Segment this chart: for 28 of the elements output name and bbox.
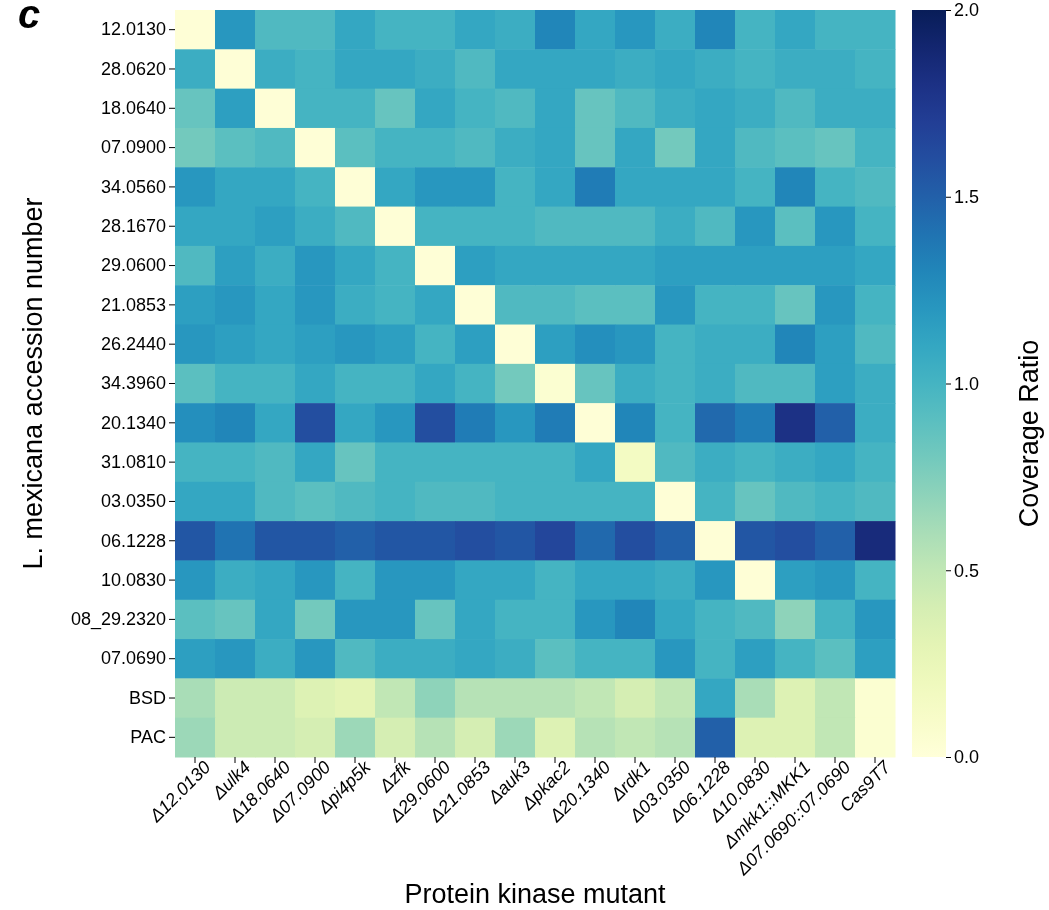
y-axis-title: L. mexicana accession number: [18, 197, 48, 570]
y-tick-label: 34.0560: [100, 176, 166, 197]
y-tick-label: 34.3960: [100, 373, 166, 394]
color-bar-label: 1.0: [954, 373, 980, 394]
y-tick-label: 10.0830: [100, 569, 166, 590]
y-tick-label: 20.1340: [100, 412, 166, 433]
y-tick-label: 21.0853: [100, 294, 166, 315]
y-tick-label: 18.0640: [100, 98, 166, 119]
color-bar-label: 2.0: [954, 0, 980, 21]
y-tick-label: 31.0810: [100, 451, 166, 472]
y-tick-label: 07.0900: [100, 137, 166, 158]
color-bar-label: 1.5: [954, 187, 980, 208]
color-bar-label: 0.5: [954, 560, 980, 581]
y-tick-label: 26.2440: [100, 333, 166, 354]
y-tick-label: 03.0350: [100, 491, 166, 512]
y-tick-label: 07.0690: [100, 648, 166, 669]
x-axis-title: Protein kinase mutant: [404, 879, 667, 909]
text: c: [18, 0, 41, 36]
y-tick-label: PAC: [130, 727, 166, 748]
y-tick-label: 08_29.2320: [70, 609, 166, 631]
color-bar-title: Coverage Ratio: [1014, 339, 1044, 528]
y-tick-label: 28.0620: [100, 58, 166, 79]
color-bar-label: 0.0: [954, 747, 980, 768]
y-tick-label: 06.1228: [100, 530, 166, 551]
y-tick-label: 29.0600: [100, 255, 166, 276]
y-tick-label: 28.1670: [100, 216, 166, 236]
y-tick-label: 12.0130: [100, 19, 166, 40]
y-tick-label: BSD: [128, 687, 166, 708]
